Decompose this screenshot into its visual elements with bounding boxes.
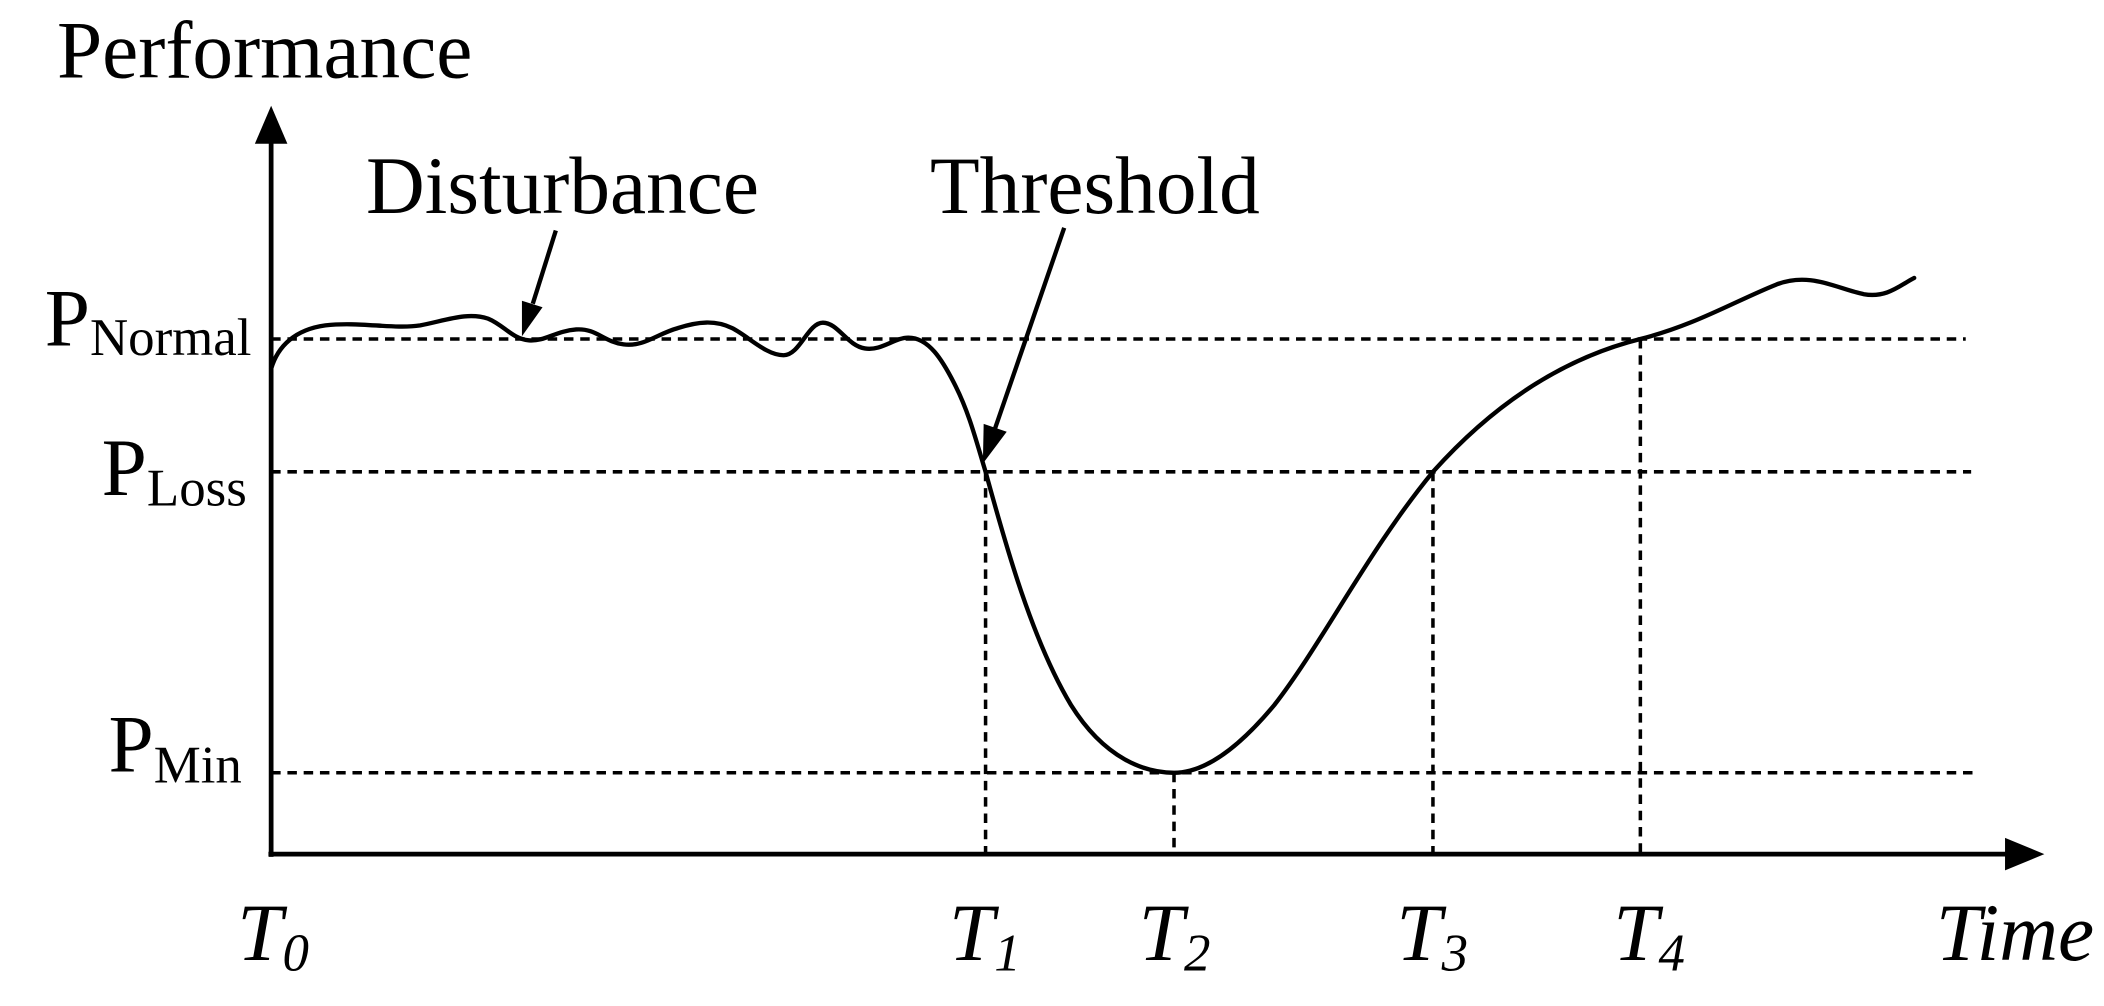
p-min-symbol: P [108, 699, 153, 789]
y-axis [254, 105, 288, 857]
y-axis-label: Performance [57, 5, 472, 95]
p-loss-label: PLoss [102, 423, 247, 518]
t2-label: T2 [1139, 888, 1211, 983]
disturbance-arrow-shaft [530, 229, 558, 305]
p-normal-label: PNormal [45, 274, 252, 367]
threshold-arrow-shaft [993, 227, 1067, 430]
t2-symbol: T [1139, 888, 1190, 978]
y-axis-arrowhead [254, 105, 288, 144]
p-normal-symbol: P [45, 274, 90, 364]
x-axis [268, 837, 2045, 871]
p-loss-symbol: P [102, 423, 147, 513]
p-min-subscript: Min [154, 736, 242, 794]
t2-subscript: 2 [1184, 925, 1210, 983]
disturbance-label: Disturbance [366, 141, 759, 231]
x-axis-label: Time [1936, 888, 2094, 978]
threshold-arrow [982, 227, 1067, 464]
p-loss-subscript: Loss [147, 460, 247, 518]
p-normal-subscript: Normal [90, 309, 251, 367]
t4-symbol: T [1613, 888, 1664, 978]
threshold-label: Threshold [930, 141, 1260, 231]
x-axis-arrowhead [2005, 837, 2045, 871]
t0-subscript: 0 [282, 925, 308, 983]
performance-curve [268, 275, 1917, 775]
t4-label: T4 [1613, 888, 1685, 983]
threshold-arrowhead [982, 423, 1007, 464]
t3-symbol: T [1396, 888, 1447, 978]
t3-subscript: 3 [1441, 925, 1468, 983]
t4-subscript: 4 [1658, 925, 1684, 983]
t3-label: T3 [1396, 888, 1468, 983]
disturbance-arrow [521, 229, 558, 337]
t1-label: T1 [949, 888, 1021, 983]
p-min-label: PMin [108, 699, 241, 794]
disturbance-arrowhead [521, 300, 543, 337]
t0-label: T0 [237, 888, 309, 983]
t1-symbol: T [949, 888, 1000, 978]
t0-symbol: T [237, 888, 288, 978]
t1-subscript: 1 [994, 925, 1020, 983]
